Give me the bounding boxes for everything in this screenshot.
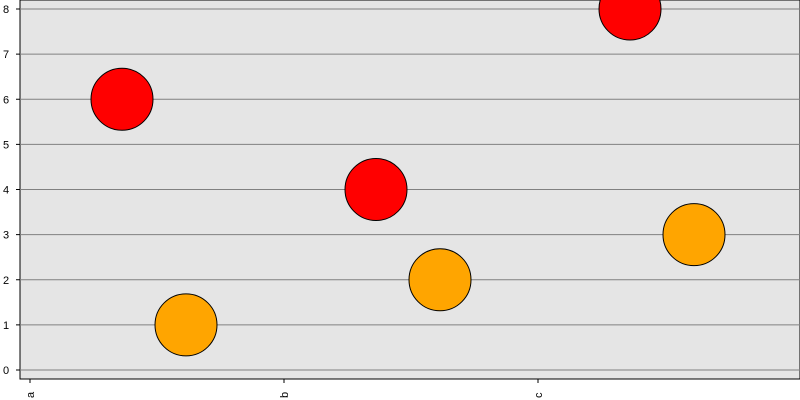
x-tick-label: a — [25, 391, 37, 398]
y-tick-label: 1 — [3, 320, 9, 332]
y-tick-label: 8 — [3, 4, 9, 16]
x-axis: a b c — [25, 379, 545, 398]
x-tick-label: b — [279, 392, 291, 398]
data-point — [154, 293, 218, 357]
data-point — [598, 0, 662, 41]
y-tick-label: 6 — [3, 94, 9, 106]
y-tick-label: 3 — [3, 230, 9, 242]
y-tick-label: 4 — [3, 185, 9, 197]
y-tick-label: 7 — [3, 49, 9, 61]
data-point — [408, 248, 472, 312]
data-points — [90, 0, 726, 357]
data-point — [344, 158, 408, 221]
x-tick-label: c — [533, 392, 545, 398]
y-tick-label: 0 — [3, 365, 9, 377]
data-point — [90, 67, 154, 131]
y-tick-label: 5 — [3, 139, 9, 151]
data-point — [662, 203, 726, 267]
y-tick-label: 2 — [3, 275, 9, 287]
y-axis: 0 1 2 3 4 5 6 7 8 — [3, 4, 20, 377]
